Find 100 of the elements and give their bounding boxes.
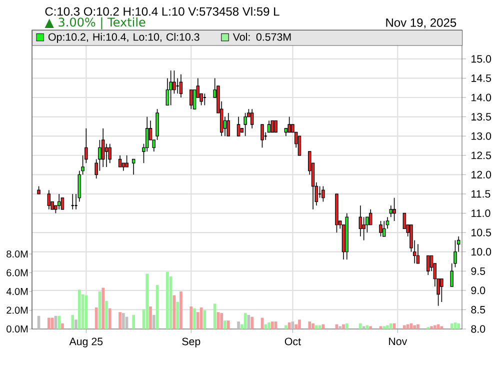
y-tick-label: 13.5: [472, 113, 492, 121]
candlestick: [274, 120, 278, 133]
bar: [102, 288, 105, 329]
candlestick: [190, 89, 193, 110]
candlestick: [192, 89, 196, 110]
candlestick: [389, 205, 393, 218]
bar: [74, 320, 78, 329]
bar: [284, 325, 288, 329]
bar: [220, 313, 224, 329]
y-tick-label: 10.5: [472, 228, 492, 236]
bar: [213, 304, 216, 329]
bar: [270, 321, 274, 329]
bar: [166, 272, 169, 329]
bar: [457, 323, 460, 329]
candlestick: [298, 136, 302, 156]
bar: [379, 326, 382, 329]
chart-title: C:10.3 O:10.2 H:10.4 L:10 V:573458 Vl:59 L: [45, 6, 280, 16]
chart-subtitle: ▲ 3.00% | Textile: [44, 17, 146, 30]
candlestick: [236, 116, 240, 136]
bar: [176, 302, 180, 329]
candlestick: [179, 74, 183, 98]
legend-label: Vol: 0.573M: [232, 32, 291, 41]
bar: [386, 325, 389, 329]
y2-tick-label: 8.0M: [6, 250, 28, 258]
y-tick-label: 11.0: [472, 209, 490, 218]
candlestick: [368, 208, 372, 226]
bar: [250, 316, 254, 329]
bar: [413, 325, 416, 329]
candlestick: [454, 240, 457, 268]
candlestick: [132, 158, 136, 176]
bar: [224, 320, 226, 329]
bar: [260, 318, 264, 329]
bar: [61, 323, 64, 329]
x-tick-label: Oct: [284, 338, 301, 346]
bar: [366, 325, 369, 329]
candlestick: [101, 128, 105, 168]
bar: [193, 308, 196, 329]
bar: [58, 316, 61, 329]
y-tick-label: 10.0: [472, 248, 492, 256]
y-tick-label: 12.5: [472, 152, 492, 160]
bar: [50, 318, 54, 329]
bar: [345, 323, 348, 329]
candlestick: [426, 255, 430, 276]
bar: [318, 325, 322, 329]
candlestick: [382, 220, 386, 237]
bar: [132, 314, 135, 329]
candlestick: [250, 108, 254, 129]
y-tick-label: 11.5: [472, 190, 490, 198]
bar: [94, 307, 98, 329]
candlestick: [386, 216, 390, 230]
bar: [122, 313, 125, 329]
candlestick: [172, 70, 176, 94]
y-tick-label: 8.5: [471, 306, 486, 314]
bar: [71, 314, 74, 329]
bar: [440, 326, 444, 329]
y2-tick-label: 2.0M: [6, 306, 28, 314]
candlestick: [362, 216, 366, 241]
bar: [312, 323, 314, 329]
candlestick: [47, 190, 51, 210]
bar: [152, 314, 156, 329]
legend-label: Op:10.2, Hi:10.4, Lo:10, Cl:10.3: [48, 32, 200, 43]
candlestick: [440, 278, 444, 302]
candlestick: [318, 186, 322, 198]
bar: [416, 324, 420, 329]
y2-tick-label: 6.0M: [6, 269, 28, 276]
candlestick: [244, 112, 247, 136]
bar: [105, 300, 108, 329]
bar: [389, 323, 392, 329]
candlestick: [416, 244, 420, 264]
x-tick-label: Nov: [389, 338, 408, 346]
candlestick: [322, 186, 325, 202]
x-tick-label: Aug 25: [69, 338, 103, 348]
candlestick: [358, 205, 362, 237]
candlestick: [226, 112, 230, 136]
candlestick: [270, 120, 274, 133]
candlestick: [288, 116, 291, 133]
candlestick: [392, 197, 396, 222]
bar: [264, 324, 268, 329]
bar: [369, 326, 372, 329]
bar: [108, 308, 112, 329]
candlestick: [450, 263, 454, 287]
y-tick-label: 9.0: [471, 286, 486, 294]
bar: [308, 321, 312, 329]
bar: [430, 326, 433, 329]
bar: [226, 320, 230, 329]
bar: [180, 291, 182, 329]
bar: [149, 306, 152, 329]
bar: [450, 323, 454, 329]
bar: [237, 321, 240, 329]
y-tick-label: 9.5: [471, 267, 486, 275]
candlestick: [379, 220, 382, 237]
y2-tick-label: 0.0M: [6, 325, 28, 333]
bar: [314, 325, 318, 329]
y-tick-label: 14.5: [472, 74, 492, 82]
bar: [359, 323, 362, 329]
bar: [362, 326, 366, 329]
candlestick: [169, 70, 172, 106]
bar: [298, 320, 301, 329]
bar: [433, 325, 436, 329]
bar: [118, 312, 122, 329]
